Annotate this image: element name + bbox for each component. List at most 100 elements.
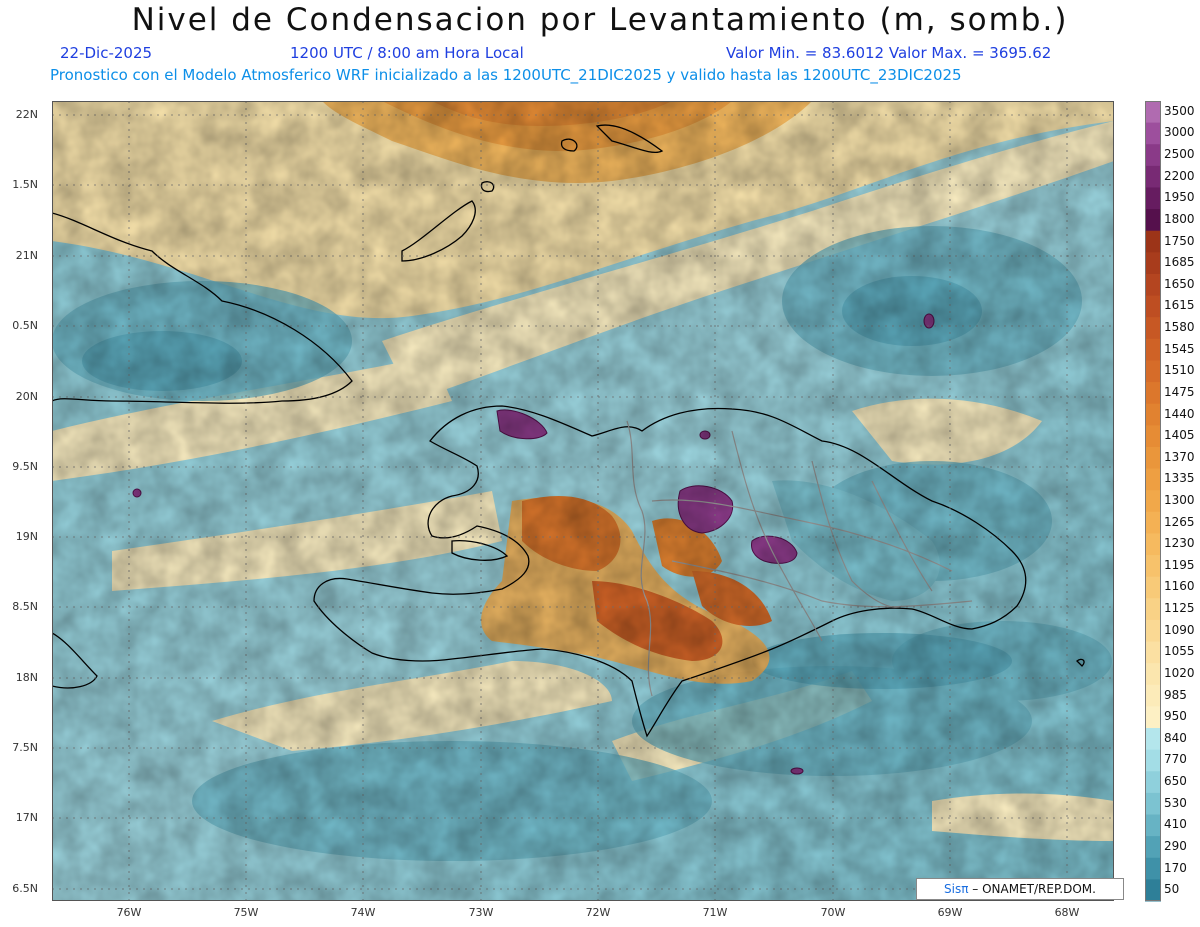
colorbar-swatch [1145, 360, 1161, 383]
colorbar-swatch [1145, 490, 1161, 513]
colorbar-label: 1950 [1164, 190, 1195, 205]
map-title: Nivel de Condensacion por Levantamiento … [131, 2, 1069, 38]
credit-brand: Sisπ [944, 882, 969, 896]
credit-box: Sisπ – ONAMET/REP.DOM. [916, 878, 1124, 900]
colorbar-swatch [1145, 468, 1161, 491]
colorbar-label: 2500 [1164, 147, 1195, 162]
colorbar-frame [1145, 101, 1161, 901]
colorbar-label: 1650 [1164, 276, 1195, 291]
colorbar-label: 170 [1164, 860, 1187, 875]
colorbar-label: 1440 [1164, 406, 1195, 421]
lat-label: 22N [15, 108, 38, 121]
colorbar-label: 1685 [1164, 255, 1195, 270]
colorbar-swatch [1145, 706, 1161, 729]
colorbar-swatch [1145, 122, 1161, 145]
colorbar-label: 1750 [1164, 233, 1195, 248]
lat-label: 19N [15, 530, 38, 543]
colorbar-swatch [1145, 728, 1161, 751]
colorbar-label: 1160 [1164, 579, 1195, 594]
lat-label: 18N [15, 671, 38, 684]
colorbar-swatch [1145, 382, 1161, 405]
colorbar-label: 1265 [1164, 514, 1195, 529]
colorbar-swatch [1145, 101, 1161, 124]
colorbar-swatch [1145, 533, 1161, 556]
colorbar-swatch [1145, 144, 1161, 167]
colorbar-label: 1475 [1164, 384, 1195, 399]
colorbar-label: 1405 [1164, 428, 1195, 443]
colorbar-swatch [1145, 209, 1161, 232]
colorbar [1145, 101, 1161, 902]
colorbar-label: 1545 [1164, 341, 1195, 356]
colorbar-label: 1125 [1164, 601, 1195, 616]
valid-date: 22-Dic-2025 [60, 44, 153, 62]
lon-label: 71W [702, 906, 728, 919]
lon-label: 74W [350, 906, 376, 919]
colorbar-label: 770 [1164, 752, 1187, 767]
colorbar-swatch [1145, 684, 1161, 707]
colorbar-label: 650 [1164, 774, 1187, 789]
credit-org: – ONAMET/REP.DOM. [972, 882, 1096, 896]
lat-label: 21N [15, 249, 38, 262]
colorbar-label: 2200 [1164, 168, 1195, 183]
colorbar-swatch [1145, 511, 1161, 534]
colorbar-label: 290 [1164, 838, 1187, 853]
field-texture [52, 101, 1114, 901]
colorbar-swatch [1145, 555, 1161, 578]
colorbar-label: 985 [1164, 687, 1187, 702]
colorbar-label: 1090 [1164, 622, 1195, 637]
colorbar-label: 1510 [1164, 363, 1195, 378]
colorbar-label: 1300 [1164, 493, 1195, 507]
map-frame [52, 101, 1114, 901]
colorbar-label: 1055 [1164, 644, 1195, 659]
lon-label: 69W [937, 906, 963, 919]
colorbar-swatch [1145, 814, 1161, 837]
colorbar-label: 1335 [1164, 471, 1195, 486]
colorbar-label: 50 [1164, 882, 1180, 897]
colorbar-label: 530 [1164, 795, 1187, 810]
colorbar-swatch [1145, 598, 1161, 621]
colorbar-swatch [1145, 749, 1161, 772]
colorbar-label: 1370 [1164, 449, 1195, 464]
colorbar-swatch [1145, 836, 1161, 859]
colorbar-swatch [1145, 425, 1161, 448]
colorbar-swatch [1145, 879, 1161, 902]
colorbar-swatch [1145, 317, 1161, 340]
colorbar-label: 1230 [1164, 536, 1195, 551]
min-max-values: Valor Min. = 83.6012 Valor Max. = 3695.6… [726, 44, 1052, 62]
colorbar-label: 1580 [1164, 320, 1195, 335]
lat-label: 9.5N [12, 460, 38, 473]
colorbar-swatch [1145, 771, 1161, 794]
colorbar-label: 1020 [1164, 665, 1195, 680]
forecast-info: Pronostico con el Modelo Atmosferico WRF… [50, 66, 962, 84]
lat-label: 8.5N [12, 600, 38, 613]
colorbar-swatch [1145, 403, 1161, 426]
colorbar-swatch [1145, 576, 1161, 599]
lcl-map [52, 101, 1114, 901]
colorbar-label: 3000 [1164, 125, 1195, 140]
lat-label: 6.5N [12, 882, 38, 895]
lon-label: 73W [468, 906, 494, 919]
valid-time: 1200 UTC / 8:00 am Hora Local [290, 44, 524, 62]
lon-label: 75W [233, 906, 259, 919]
colorbar-swatch [1145, 273, 1161, 297]
colorbar-label: 410 [1164, 817, 1187, 832]
colorbar-label: 840 [1164, 730, 1187, 745]
colorbar-swatch [1145, 641, 1161, 664]
lon-label: 70W [820, 906, 846, 919]
colorbar-swatch [1145, 792, 1161, 816]
lat-label: 7.5N [12, 741, 38, 754]
lon-label: 76W [116, 906, 142, 919]
colorbar-swatch [1145, 230, 1161, 253]
colorbar-swatch [1145, 663, 1161, 686]
colorbar-label: 1800 [1164, 211, 1195, 226]
colorbar-swatch [1145, 295, 1161, 318]
colorbar-swatch [1145, 338, 1161, 361]
lat-label: 17N [15, 811, 38, 824]
colorbar-label: 950 [1164, 709, 1187, 724]
colorbar-label: 1615 [1164, 298, 1195, 313]
colorbar-label: 3500 [1164, 103, 1195, 118]
colorbar-swatch [1145, 446, 1161, 470]
colorbar-label: 1195 [1164, 557, 1195, 572]
colorbar-swatch [1145, 857, 1161, 880]
lat-label: 20N [15, 390, 38, 403]
